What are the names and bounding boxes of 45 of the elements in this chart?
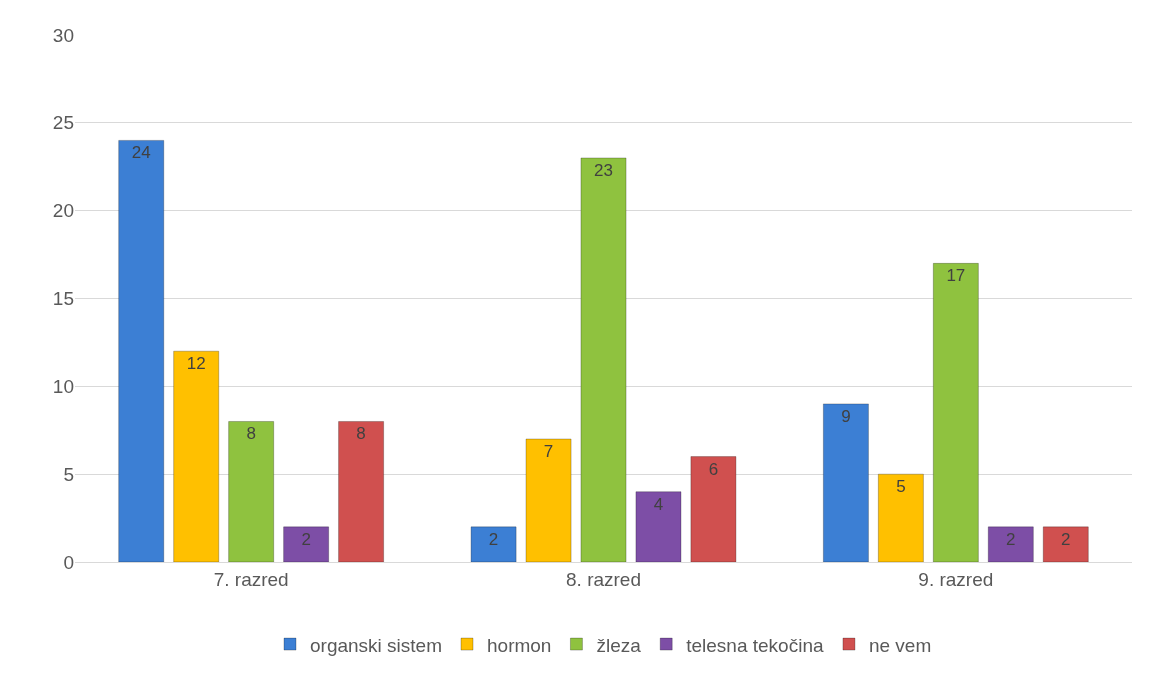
- data-label: 2: [301, 529, 311, 549]
- legend-label: telesna tekočina: [686, 634, 824, 656]
- bar: [338, 420, 385, 562]
- y-tick-label: 10: [52, 375, 74, 397]
- data-label: 4: [653, 494, 664, 514]
- data-label: 17: [946, 266, 966, 286]
- y-tick-label: 0: [63, 551, 74, 573]
- bar: [283, 526, 330, 562]
- bar: [228, 420, 275, 562]
- data-label: 7: [543, 442, 554, 462]
- data-label: 2: [488, 529, 499, 549]
- bar: [470, 526, 517, 562]
- bar: [932, 262, 979, 562]
- y-tick-label: 30: [52, 24, 74, 46]
- data-label: 23: [594, 160, 613, 180]
- bar: [173, 350, 220, 562]
- bar: [118, 139, 165, 562]
- y-tick-label: 25: [52, 112, 74, 134]
- data-label: 6: [708, 459, 719, 479]
- y-tick-label: 20: [52, 200, 74, 222]
- bar: [877, 473, 924, 562]
- data-label: 24: [131, 143, 151, 163]
- data-label: 9: [841, 406, 851, 426]
- data-label: 2: [1006, 529, 1016, 549]
- data-label: 2: [1061, 529, 1071, 549]
- x-tick-label: 9. razred: [918, 568, 994, 590]
- legend-label: organski sistem: [310, 634, 442, 656]
- bar: [635, 491, 682, 562]
- x-tick-label: 7. razred: [213, 568, 289, 590]
- data-label: 8: [356, 424, 366, 444]
- y-tick-label: 15: [52, 288, 74, 310]
- bar: [822, 403, 869, 562]
- x-tick-label: 8. razred: [566, 568, 641, 590]
- bar: [1042, 526, 1089, 562]
- legend-label: hormon: [487, 634, 552, 656]
- data-label: 5: [896, 477, 906, 497]
- legend-label: ne vem: [868, 634, 932, 656]
- bar: [525, 438, 572, 562]
- bar: [690, 456, 737, 562]
- data-label: 8: [246, 424, 256, 444]
- bar: [580, 157, 627, 562]
- legend-label: žleza: [596, 634, 642, 656]
- data-label: 12: [186, 354, 206, 374]
- bar: [987, 526, 1034, 562]
- y-tick-label: 5: [63, 463, 74, 485]
